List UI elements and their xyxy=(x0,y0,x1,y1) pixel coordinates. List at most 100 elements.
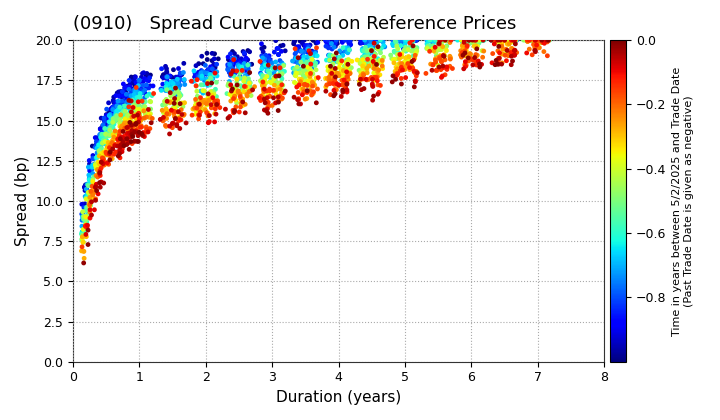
Point xyxy=(396,60,408,67)
Point xyxy=(289,72,301,79)
Point xyxy=(130,85,141,92)
Point xyxy=(123,139,135,146)
Point xyxy=(101,147,112,154)
Point xyxy=(464,50,476,57)
Point xyxy=(497,37,508,44)
Point xyxy=(401,60,413,67)
Point xyxy=(239,57,251,63)
Point xyxy=(204,118,215,125)
Point xyxy=(398,37,410,44)
Point xyxy=(199,77,210,84)
Point xyxy=(169,75,181,81)
Point xyxy=(84,190,96,197)
Point xyxy=(534,37,546,44)
Point xyxy=(293,43,305,50)
Point xyxy=(114,103,126,110)
Point xyxy=(77,239,89,246)
Point xyxy=(144,114,156,121)
Point xyxy=(107,108,119,115)
Point xyxy=(275,42,287,49)
Point xyxy=(127,120,139,127)
Point xyxy=(274,93,286,100)
Point xyxy=(99,118,110,125)
Point xyxy=(175,116,186,123)
Point xyxy=(485,37,497,44)
Point xyxy=(128,110,140,117)
Point xyxy=(257,64,269,71)
Point xyxy=(338,63,350,70)
Point xyxy=(122,121,133,127)
Point xyxy=(263,89,274,95)
Point xyxy=(129,113,140,120)
Point xyxy=(167,105,179,112)
Point xyxy=(122,123,134,130)
Point xyxy=(99,158,110,165)
Point xyxy=(463,37,474,44)
Point xyxy=(391,43,402,50)
Point xyxy=(143,111,155,118)
Point xyxy=(472,37,483,44)
Point xyxy=(130,101,142,108)
Point xyxy=(356,74,368,80)
Point xyxy=(110,92,122,99)
Point xyxy=(503,37,515,44)
Point xyxy=(535,37,546,44)
Point xyxy=(461,44,472,50)
Point xyxy=(114,92,125,99)
Point xyxy=(541,37,553,44)
Point xyxy=(238,50,250,56)
Point xyxy=(312,86,323,92)
Point xyxy=(535,37,546,44)
Point xyxy=(81,204,92,211)
Point xyxy=(122,92,133,99)
Point xyxy=(195,98,207,105)
Point xyxy=(361,76,372,83)
Point xyxy=(459,39,471,45)
Point xyxy=(505,37,517,44)
Point xyxy=(100,150,112,156)
Point xyxy=(84,176,95,182)
Point xyxy=(531,37,542,44)
Point xyxy=(332,71,343,77)
Point xyxy=(495,37,507,44)
Point xyxy=(102,144,113,150)
Point xyxy=(94,169,106,176)
Point xyxy=(129,129,140,135)
Point xyxy=(235,88,247,95)
Point xyxy=(173,115,184,122)
Point xyxy=(196,67,207,74)
Point xyxy=(79,223,91,229)
Point xyxy=(329,86,341,93)
Point xyxy=(505,37,517,44)
Point xyxy=(378,42,390,49)
Point xyxy=(230,86,241,92)
Point xyxy=(174,125,186,132)
Point xyxy=(166,90,177,97)
Point xyxy=(100,129,112,136)
Point xyxy=(161,115,172,122)
Point xyxy=(500,37,511,44)
Point xyxy=(330,74,341,80)
Point xyxy=(426,37,438,44)
Point xyxy=(130,115,142,121)
Point xyxy=(102,139,113,146)
Point xyxy=(390,39,402,46)
Point xyxy=(173,85,184,92)
Point xyxy=(525,37,536,44)
Point xyxy=(395,37,407,44)
Point xyxy=(364,47,376,53)
Point xyxy=(406,48,418,55)
Point xyxy=(87,155,99,162)
Point xyxy=(433,40,444,47)
Point xyxy=(523,37,535,44)
Point xyxy=(400,39,411,45)
Point xyxy=(243,66,254,72)
Point xyxy=(324,57,336,64)
Point xyxy=(101,111,112,118)
Point xyxy=(120,125,131,131)
Point xyxy=(237,96,248,102)
Point xyxy=(401,37,413,44)
Point xyxy=(120,117,131,123)
Point xyxy=(245,87,256,94)
Point xyxy=(202,76,214,82)
